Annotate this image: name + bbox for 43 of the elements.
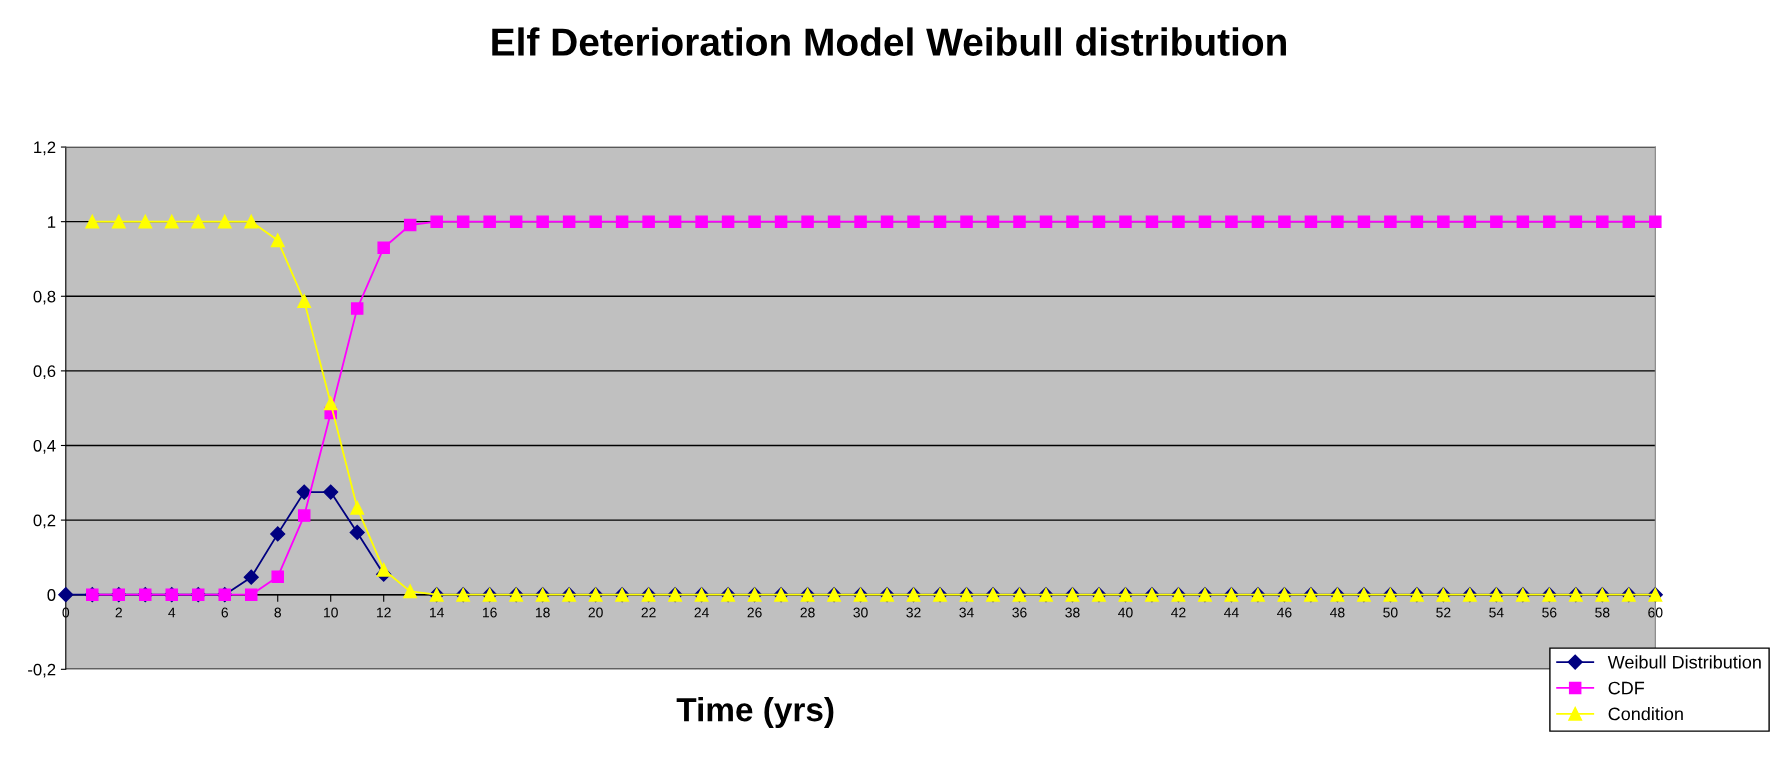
x-tick-label: 18 <box>535 607 550 618</box>
x-tick-label: 58 <box>1595 607 1610 618</box>
x-tick-label: 32 <box>906 607 921 618</box>
y-tick-label: 0,8 <box>33 290 56 305</box>
legend-label: Weibull Distribution <box>1607 655 1761 669</box>
y-tick-label: 0,6 <box>33 365 56 380</box>
x-tick-label: 56 <box>1542 607 1557 618</box>
x-tick-label: 6 <box>221 607 228 618</box>
x-tick-label: 8 <box>274 607 281 618</box>
legend-label: CDF <box>1608 681 1645 695</box>
x-tick-label: 40 <box>1118 607 1133 618</box>
y-tick-label: 1 <box>48 216 56 228</box>
x-axis-title: Time (yrs) <box>676 696 834 729</box>
x-tick-label: 54 <box>1489 607 1504 618</box>
x-tick-label: 38 <box>1065 607 1080 618</box>
x-tick-label: 42 <box>1171 607 1186 618</box>
x-tick-label: 48 <box>1330 607 1345 618</box>
x-tick-label: 4 <box>168 607 176 618</box>
x-tick-label: 34 <box>959 607 974 618</box>
x-tick-label: 50 <box>1383 607 1398 618</box>
x-tick-label: 46 <box>1277 607 1292 618</box>
y-tick-label: 0,2 <box>33 514 56 529</box>
chart-title: Elf Deterioration Model Weibull distribution <box>492 27 1286 56</box>
x-tick-label: 60 <box>1648 607 1663 618</box>
y-tick-label: 0,4 <box>33 439 56 454</box>
y-tick-label: 0 <box>47 589 56 601</box>
x-tick-label: 22 <box>641 607 656 618</box>
x-tick-label: 12 <box>377 607 391 618</box>
y-tick-label: -0,2 <box>28 663 56 678</box>
x-tick-label: 44 <box>1224 607 1239 618</box>
x-tick-label: 16 <box>483 607 497 618</box>
x-tick-label: 10 <box>324 607 338 618</box>
x-tick-label: 14 <box>430 607 444 618</box>
x-tick-label: 28 <box>800 607 815 618</box>
x-tick-label: 20 <box>588 607 603 618</box>
legend-label: Condition <box>1608 707 1683 721</box>
x-tick-label: 26 <box>747 607 762 618</box>
x-tick-label: 52 <box>1436 607 1451 618</box>
y-tick-label: 1,2 <box>34 141 56 156</box>
x-tick-label: 30 <box>853 607 868 618</box>
x-tick-label: 36 <box>1012 607 1027 618</box>
x-tick-label: 2 <box>115 607 122 618</box>
x-tick-label: 24 <box>694 607 709 618</box>
